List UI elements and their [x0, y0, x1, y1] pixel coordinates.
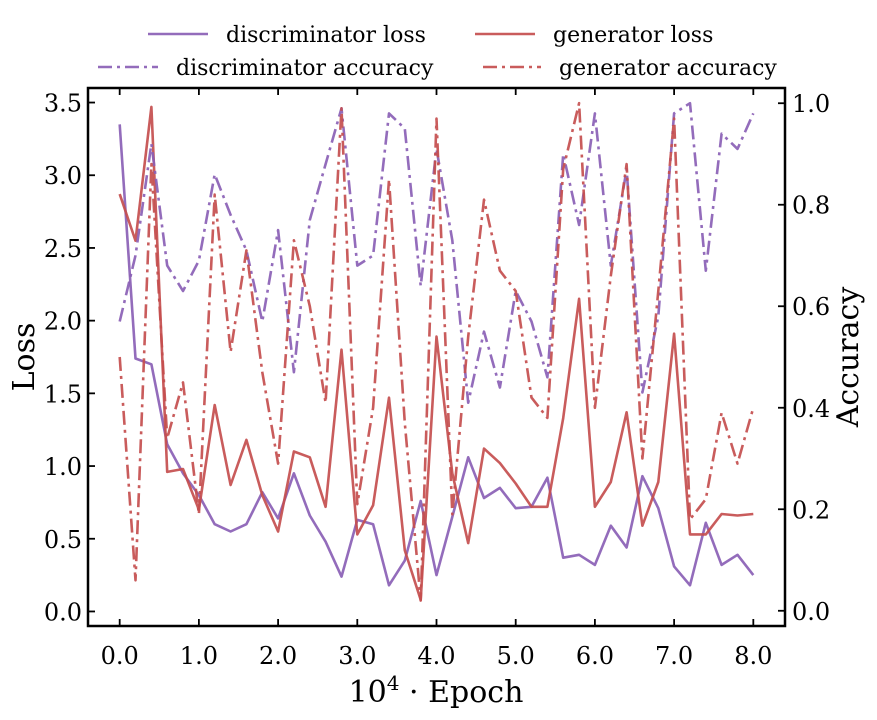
series-line-discriminator-accuracy	[118, 101, 755, 405]
x-axis-title: 104 · Epoch	[349, 671, 524, 710]
y-left-tick-label: 2.5	[44, 235, 82, 263]
x-tick-label: 8.0	[734, 642, 772, 670]
y-right-tick-label: 0.2	[792, 496, 830, 524]
legend-label-discriminator-accuracy: discriminator accuracy	[176, 56, 434, 81]
y-left-tick-label: 1.0	[44, 453, 82, 481]
y-right-tick-label: 0.4	[792, 395, 830, 423]
y-axis-left-title: Loss	[7, 323, 42, 392]
y-left-tick-label: 0.5	[44, 526, 82, 554]
legend-label-discriminator-loss: discriminator loss	[226, 23, 426, 48]
x-tick-label: 2.0	[259, 642, 297, 670]
y-left-tick-label: 3.5	[44, 90, 82, 118]
legend-label-generator-accuracy: generator accuracy	[559, 56, 777, 81]
y-left-tick-label: 1.5	[44, 380, 82, 408]
y-left-tick-label: 0.0	[44, 598, 82, 626]
y-axis-right-title: Accuracy	[831, 287, 866, 429]
series-line-generator-accuracy	[118, 101, 755, 602]
y-right-tick-label: 0.0	[792, 598, 830, 626]
x-tick-label: 0.0	[101, 642, 139, 670]
y-left-tick-label: 2.0	[44, 308, 82, 336]
x-tick-label: 7.0	[655, 642, 693, 670]
x-tick-label: 5.0	[497, 642, 535, 670]
x-tick-label: 3.0	[338, 642, 376, 670]
legend-label-generator-loss: generator loss	[553, 23, 713, 48]
legend: discriminator loss generator loss discrimi…	[98, 23, 777, 81]
series-layer	[118, 101, 755, 602]
x-tick-label: 4.0	[417, 642, 455, 670]
y-left-tick-label: 3.0	[44, 162, 82, 190]
series-line-discriminator-loss	[118, 124, 755, 587]
x-tick-label: 1.0	[180, 642, 218, 670]
y-right-tick-label: 0.8	[792, 192, 830, 220]
ticks-layer: 0.0 1.0 2.0 3.0 4.0 5.0 6.0 7.0 8.0 0.0 0.5 1.0 1.5 2…	[44, 88, 830, 670]
y-right-tick-label: 0.6	[792, 293, 830, 321]
series-line-generator-loss	[118, 105, 754, 602]
y-right-tick-label: 1.0	[792, 90, 830, 118]
x-tick-label: 6.0	[576, 642, 614, 670]
